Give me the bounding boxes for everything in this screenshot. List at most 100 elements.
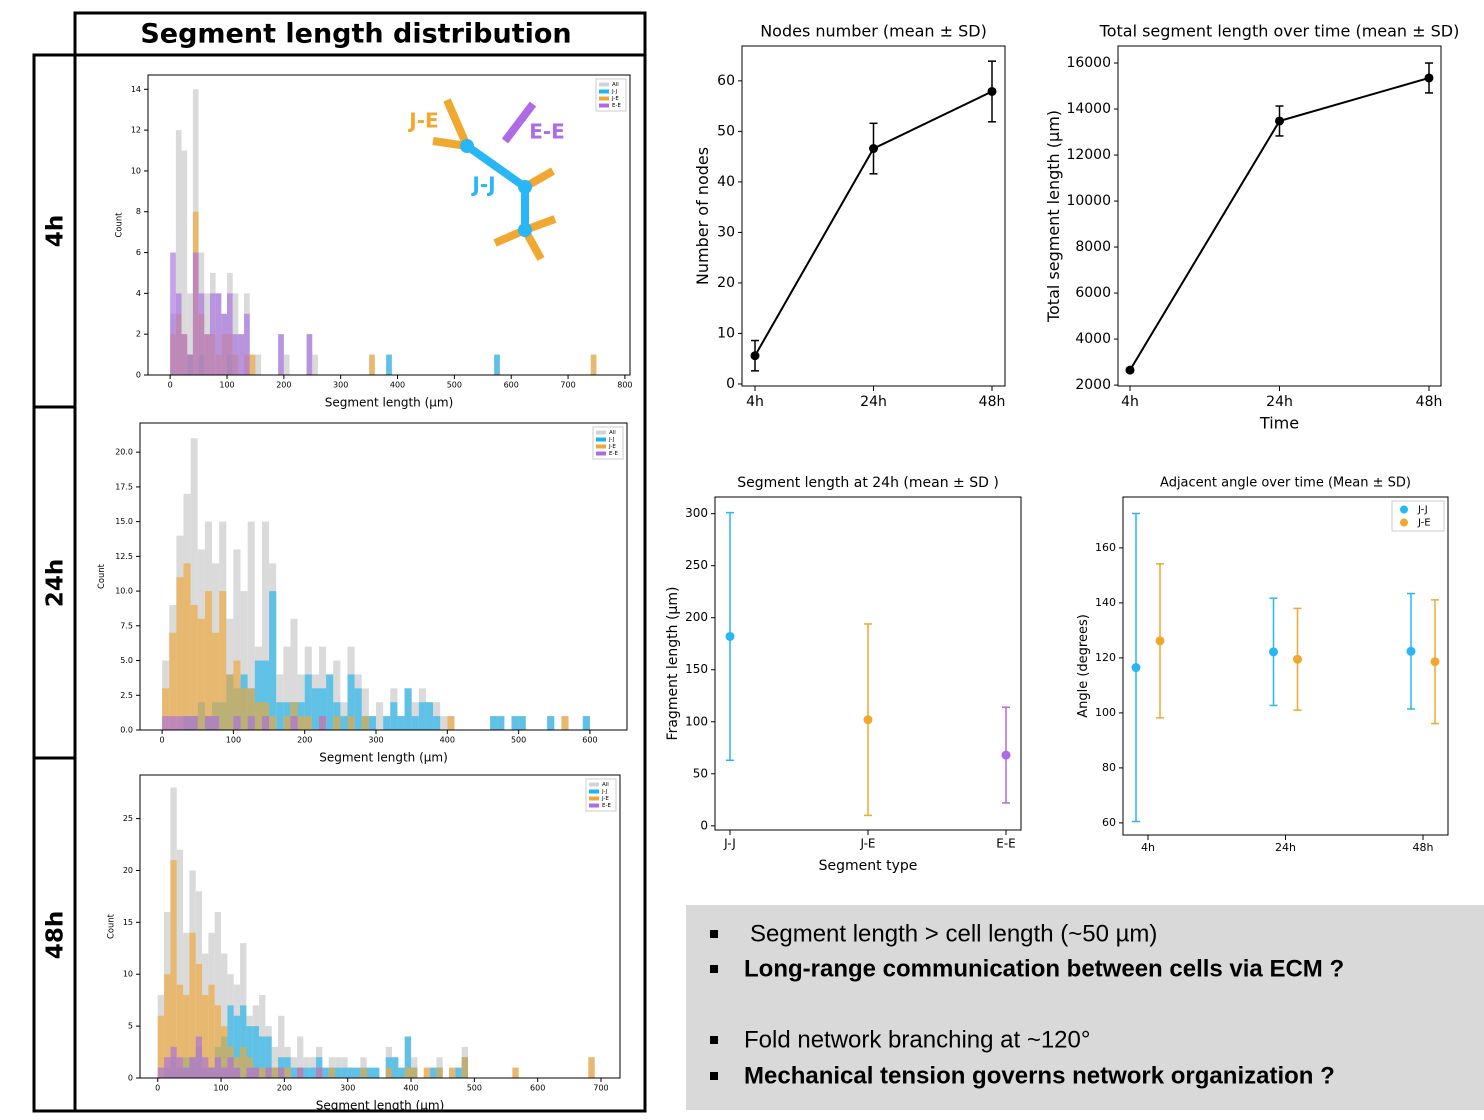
legend-label: J-J	[611, 89, 618, 95]
y-tick-label: 0	[136, 371, 141, 380]
hist-bar	[247, 521, 255, 730]
x-tick-label: 800	[617, 381, 632, 390]
hist-bar	[226, 674, 234, 730]
legend-swatch	[596, 444, 606, 449]
legend-label: J-E	[601, 796, 609, 802]
y-tick-label: 14000	[1066, 101, 1111, 117]
y-tick-label: 17.5	[115, 482, 133, 491]
hist-bar	[398, 1067, 405, 1078]
hist-bar	[233, 716, 241, 730]
plot-frame	[139, 774, 621, 1079]
x-tick-label: 200	[277, 1084, 292, 1093]
hist-bar	[347, 716, 355, 730]
hist-bar	[303, 1067, 310, 1078]
hist-bar	[440, 716, 448, 730]
y-tick-label: 160	[1095, 541, 1116, 554]
point	[1131, 663, 1141, 673]
legend-swatch	[589, 782, 599, 787]
hist-bar	[204, 334, 210, 375]
hist-bar	[309, 1067, 317, 1078]
hist-bar	[247, 716, 255, 730]
y-tick-label: 60	[1102, 816, 1116, 829]
x-tick-label: 24h	[1266, 394, 1293, 410]
legend-label: All	[612, 82, 619, 88]
hist-bar	[189, 932, 196, 1078]
hist-bar	[198, 293, 205, 375]
x-tick-label: 4h	[1141, 841, 1155, 854]
hist-bar	[181, 150, 188, 375]
x-tick-label: J-E	[859, 837, 875, 851]
y-axis-label: Angle (degrees)	[1076, 614, 1091, 718]
legend-label: J-E	[611, 96, 619, 102]
chart-title: Segment length at 24h (mean ± SD )	[737, 475, 999, 491]
y-tick-label: 20	[123, 866, 133, 875]
point	[1406, 646, 1416, 656]
hist-bar	[170, 860, 177, 1078]
y-tick-label: 100	[1095, 706, 1116, 719]
plot-frame	[714, 496, 1022, 831]
hist-bar	[190, 716, 198, 730]
y-tick-label: 6	[136, 248, 141, 257]
hist-bar	[221, 1067, 228, 1078]
legend-label: All	[602, 782, 609, 788]
chart-title: Total segment length over time (mean ± S…	[1099, 22, 1460, 41]
y-axis-label: Fragment length (µm)	[665, 587, 681, 741]
y-tick-label: 300	[685, 506, 708, 520]
y-tick-label: 14	[131, 85, 141, 94]
hist-bar	[269, 591, 277, 730]
hist-bar	[461, 1057, 469, 1078]
panel-title: Segment length distribution	[140, 19, 571, 50]
x-tick-label: 48h	[1416, 394, 1443, 410]
x-tick-label: 300	[333, 381, 348, 390]
legend-label: All	[609, 430, 616, 436]
y-tick-label: 50	[693, 766, 708, 780]
hist-bar	[190, 604, 198, 730]
hist-bar	[328, 1067, 336, 1078]
hist-bar	[449, 1067, 456, 1078]
legend-swatch	[589, 789, 599, 794]
hist-bar	[176, 849, 184, 1078]
point	[1275, 116, 1284, 126]
hist-bar	[247, 688, 255, 730]
x-tick-label: 700	[593, 1084, 608, 1093]
hist-bar	[392, 1057, 399, 1078]
x-axis-label: Segment length (µm)	[319, 751, 448, 765]
point	[1155, 636, 1165, 646]
hist-bar	[283, 354, 290, 375]
diagram-label: J-E	[407, 109, 438, 133]
legend-label: E-E	[612, 103, 621, 109]
hist-bar	[271, 1046, 279, 1078]
x-tick-label: E-E	[996, 837, 1016, 851]
y-tick-label: 150	[685, 662, 708, 676]
hist-bar	[423, 1067, 431, 1078]
hist-bar	[202, 1057, 209, 1078]
x-tick-label: 100	[226, 736, 241, 745]
y-tick-label: 4	[136, 289, 141, 298]
hist-bar	[212, 632, 220, 730]
hist-bar	[175, 130, 182, 375]
hist-bar	[238, 334, 245, 375]
y-tick-label: 8000	[1075, 239, 1111, 255]
point	[1430, 657, 1440, 667]
x-axis-label: Time	[1259, 414, 1299, 433]
hist-bar	[246, 1026, 253, 1078]
hist-bar	[590, 354, 597, 375]
legend-swatch	[589, 796, 599, 801]
network-diagram: J-E E-E J-J	[407, 98, 565, 261]
notes-box	[686, 905, 1484, 1110]
hist-bar	[341, 1067, 348, 1078]
hist-bar	[404, 1036, 412, 1078]
hist-bar	[561, 716, 569, 730]
x-tick-label: 300	[368, 736, 383, 745]
y-tick-label: 120	[1095, 651, 1116, 664]
y-tick-label: 2.5	[120, 691, 133, 700]
hist-bar	[404, 688, 412, 730]
y-tick-label: 30	[717, 224, 735, 240]
x-tick-label: 4h	[746, 394, 764, 410]
y-tick-label: 10000	[1066, 193, 1111, 209]
hist-bar	[187, 354, 193, 375]
point	[750, 351, 760, 361]
hist-bar	[354, 1067, 361, 1078]
legend-swatch	[599, 82, 609, 87]
hist-bar	[183, 994, 190, 1078]
